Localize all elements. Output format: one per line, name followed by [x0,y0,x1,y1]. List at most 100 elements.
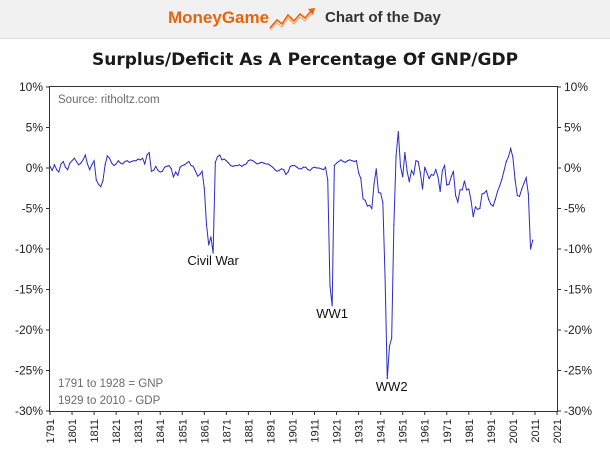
data-point [146,154,148,156]
data-point [208,244,210,246]
data-point [258,162,261,164]
data-point [216,156,219,158]
data-point [214,161,216,163]
x-tick-label: 1911 [310,419,322,443]
data-point [424,166,426,168]
brand-name[interactable]: MoneyGame [168,8,270,27]
x-tick-label: 1991 [486,419,498,443]
data-point [274,169,276,171]
data-point [393,224,395,226]
x-axis: 1791 1801 1811 1821 1831 1841 1851 1861 1871 1881… [45,411,564,443]
data-point [408,181,410,183]
data-point [80,162,82,164]
data-point [428,177,430,180]
data-point [369,204,371,206]
data-point [155,165,157,167]
data-point [496,190,499,193]
x-tick-label: 1961 [420,419,432,443]
data-point [324,166,327,168]
data-point [51,169,53,172]
x-tick-label: 1821 [111,419,123,443]
data-point [141,157,144,159]
data-point [322,169,324,171]
data-point [380,192,382,194]
data-point [124,160,126,163]
data-point [67,169,69,171]
data-point [419,172,421,174]
data-point [479,207,481,210]
data-point [426,172,428,174]
data-point [384,276,386,278]
rising-trend-arrow-icon [269,8,315,31]
data-point [236,164,238,167]
section-title: Chart of the Day [325,9,441,26]
data-point [439,190,441,193]
data-point [463,180,466,182]
data-point [181,164,183,167]
data-point [161,170,164,172]
data-point [164,166,166,168]
data-point [421,188,424,190]
data-point [521,188,523,190]
data-point [130,160,133,163]
data-point [221,159,223,161]
data-point [417,160,419,163]
data-point [377,191,380,193]
data-point [472,216,474,218]
data-point [331,305,333,307]
data-point [529,248,532,250]
data-point [309,169,311,172]
deficit-series-line [49,131,534,379]
data-point [56,169,58,171]
data-point [250,159,252,161]
data-point [280,168,283,170]
data-point [410,169,413,172]
data-point [205,224,208,226]
data-point [144,163,146,165]
data-point [452,170,454,172]
data-point [97,183,100,185]
data-point [305,166,307,168]
data-point [461,189,463,191]
data-point [69,162,71,164]
plot-area [49,86,558,412]
y-tick-label-left: -25% [15,364,43,378]
data-point [485,190,488,192]
data-point [532,239,534,241]
chart-title: Surplus/Deficit As A Percentage Of GNP/G… [91,50,519,70]
data-point [296,166,298,168]
data-point [190,164,192,167]
data-point [241,165,243,167]
data-point [327,179,329,181]
data-point [238,164,241,166]
data-point [230,164,232,167]
data-point [490,203,492,206]
data-point [113,164,115,167]
data-point [186,162,188,164]
y-tick-label-right: -5% [564,202,586,216]
data-point [437,176,439,178]
data-point [501,178,503,180]
data-point [227,162,230,164]
y-tick-label-right: -20% [564,323,592,337]
x-tick-label: 1861 [199,419,211,443]
data-point [285,173,287,176]
x-tick-label: 1841 [155,419,167,443]
data-point [245,163,247,165]
data-point [243,164,245,166]
data-point [232,165,234,167]
data-point [139,159,141,161]
gdp-note: 1929 to 2010 - GDP [58,395,161,407]
data-point [201,170,203,172]
data-point [210,236,212,238]
annotation-label: Civil War [187,253,239,268]
x-tick-label: 1941 [376,419,388,443]
data-point [128,161,130,163]
data-point [177,174,179,176]
data-point [371,207,373,210]
data-point [353,160,355,163]
data-point [175,171,177,173]
data-point [49,165,51,167]
data-point [459,189,461,191]
